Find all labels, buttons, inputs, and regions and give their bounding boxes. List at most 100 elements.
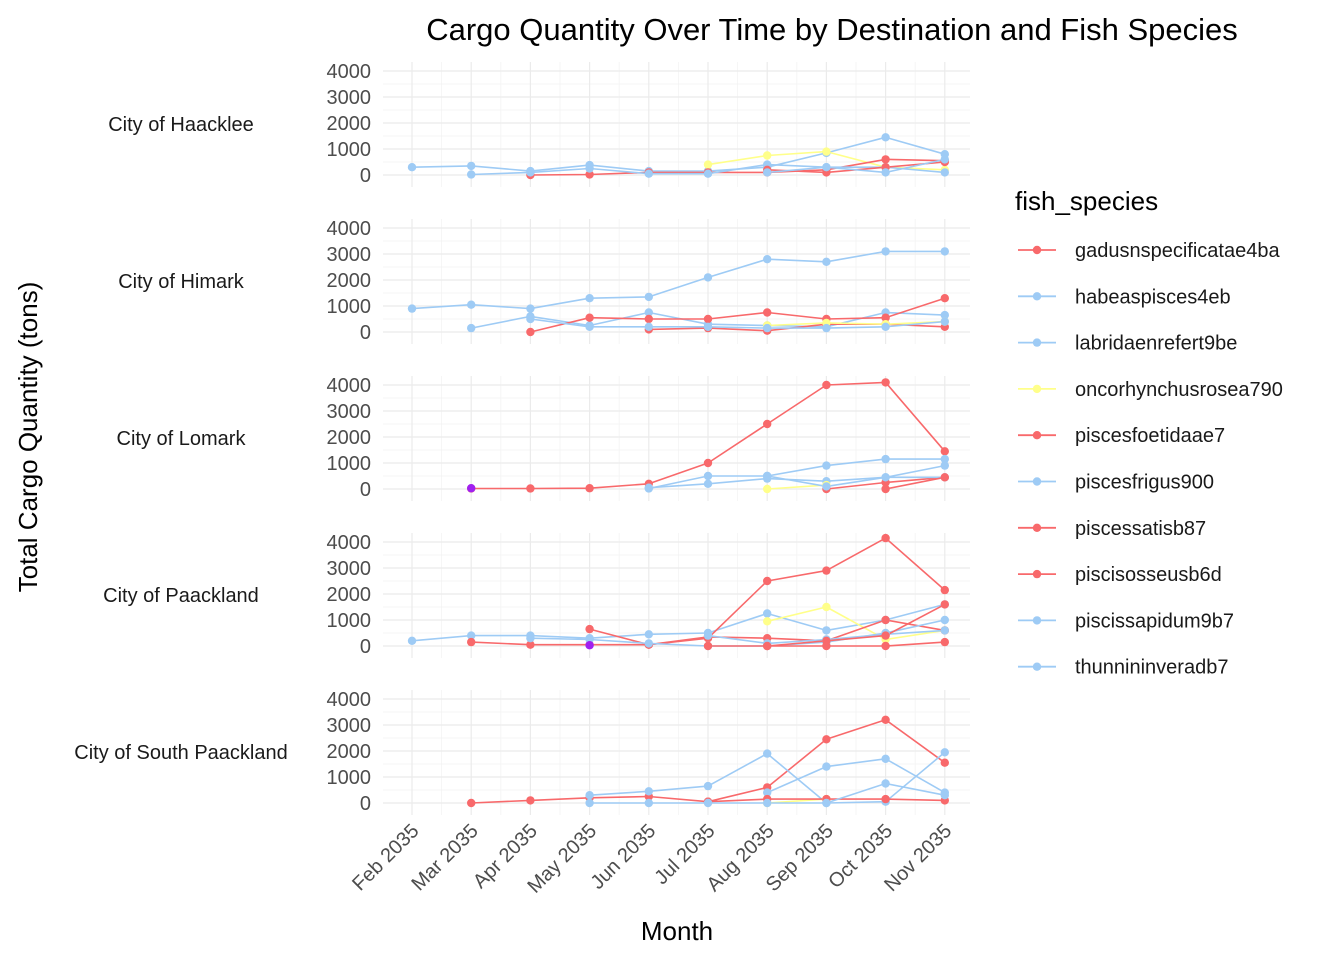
data-point	[703, 641, 713, 651]
data-point	[822, 602, 831, 612]
data-point	[585, 798, 594, 808]
data-point	[763, 151, 772, 160]
legend-item: thunnininveradb7	[1018, 657, 1228, 679]
series-line	[411, 250, 945, 310]
data-point	[881, 155, 890, 164]
data-point	[526, 484, 535, 493]
data-point	[881, 779, 890, 788]
data-point	[644, 639, 653, 648]
data-point	[881, 533, 890, 543]
y-tick-label: 3000	[327, 401, 372, 423]
legend-key-point	[1032, 569, 1042, 579]
legend-item: oncorhynchusrosea790	[1018, 379, 1283, 401]
data-point	[822, 461, 831, 470]
data-point	[763, 641, 772, 651]
legend-label: labridaenrefert9be	[1075, 333, 1237, 355]
y-tick-label: 2000	[327, 584, 372, 606]
data-point	[822, 163, 831, 172]
data-point	[763, 484, 772, 494]
legend-key-point	[1032, 662, 1042, 671]
legend-label: oncorhynchusrosea790	[1075, 379, 1283, 401]
data-point	[881, 484, 890, 494]
series-line	[767, 320, 945, 327]
legend-item: gadusnspecificatae4ba	[1018, 240, 1280, 262]
data-point	[526, 327, 535, 337]
legend: fish_species gadusnspecificatae4ba habeas…	[1015, 186, 1283, 679]
legend-item: piscesfoetidaae7	[1018, 425, 1225, 447]
legend-label: habeaspisces4eb	[1075, 286, 1231, 308]
series-line	[411, 603, 946, 642]
data-point	[822, 636, 831, 645]
facet-label: City of Haacklee	[108, 114, 254, 136]
y-tick-label: 0	[360, 479, 371, 501]
data-point	[703, 781, 713, 791]
data-point	[763, 788, 772, 797]
y-tick-label: 2000	[327, 741, 372, 763]
data-point	[940, 155, 949, 164]
series-line	[530, 318, 945, 329]
series-line	[648, 458, 945, 490]
data-point	[822, 735, 831, 744]
chart-title: Cargo Quantity Over Time by Destination …	[426, 12, 1238, 47]
data-point	[940, 585, 949, 595]
data-point	[585, 322, 594, 331]
data-point	[940, 461, 949, 470]
data-point	[763, 419, 772, 429]
legend-key-point	[1032, 338, 1042, 347]
data-point	[881, 794, 890, 804]
legend-key-point	[1032, 384, 1042, 394]
data-point	[940, 447, 949, 456]
data-point	[585, 170, 594, 179]
data-point	[940, 600, 949, 609]
data-point	[467, 300, 476, 309]
y-tick-label: 3000	[327, 558, 372, 580]
data-point	[644, 798, 653, 808]
y-tick-label: 2000	[327, 427, 372, 449]
data-point	[585, 641, 594, 650]
data-point	[940, 637, 949, 647]
data-point	[703, 169, 713, 178]
series-line	[766, 757, 946, 794]
facet-panel: 0 1000 2000 3000 4000 City of Lomark	[117, 375, 970, 501]
data-point	[822, 257, 831, 266]
facet-panels: 0 1000 2000 3000 4000 City of Haacklee 0 1000 20…	[74, 61, 970, 815]
legend-key-point	[1032, 523, 1042, 532]
data-point	[703, 322, 713, 331]
legend-item: piscisosseusb6d	[1018, 564, 1222, 586]
series-line	[767, 484, 827, 490]
data-point	[763, 617, 772, 626]
data-point	[881, 133, 890, 142]
legend-key-point	[1032, 431, 1042, 440]
data-point	[881, 631, 890, 640]
legend-item: labridaenrefert9be	[1018, 333, 1237, 355]
y-tick-label: 4000	[327, 61, 372, 83]
legend-key-point	[1032, 292, 1042, 301]
legend-item: piscessatisb87	[1018, 518, 1206, 540]
data-point	[703, 471, 713, 481]
data-point	[644, 308, 653, 317]
legend-label: gadusnspecificatae4ba	[1075, 240, 1280, 262]
series-line	[648, 464, 945, 489]
data-point	[881, 313, 890, 322]
data-point	[467, 631, 476, 640]
series-line	[411, 136, 946, 172]
data-point	[822, 323, 831, 333]
y-tick-label: 1000	[327, 139, 372, 161]
data-point	[467, 637, 476, 647]
data-point	[526, 304, 535, 313]
y-tick-label: 3000	[327, 87, 372, 109]
facet-panel: 0 1000 2000 3000 4000 City of Haacklee	[108, 61, 970, 187]
y-tick-label: 4000	[327, 375, 372, 397]
data-point	[407, 636, 417, 645]
y-tick-label: 4000	[327, 532, 372, 554]
data-point	[526, 168, 535, 177]
y-tick-label: 2000	[327, 270, 372, 292]
data-point	[940, 626, 949, 635]
facet-panel: 0 1000 2000 3000 4000 City of Paackland	[103, 532, 970, 658]
data-point	[703, 479, 713, 488]
data-point	[644, 483, 653, 492]
data-point	[703, 314, 713, 324]
facet-label: City of Lomark	[117, 428, 247, 450]
data-point	[763, 576, 772, 586]
